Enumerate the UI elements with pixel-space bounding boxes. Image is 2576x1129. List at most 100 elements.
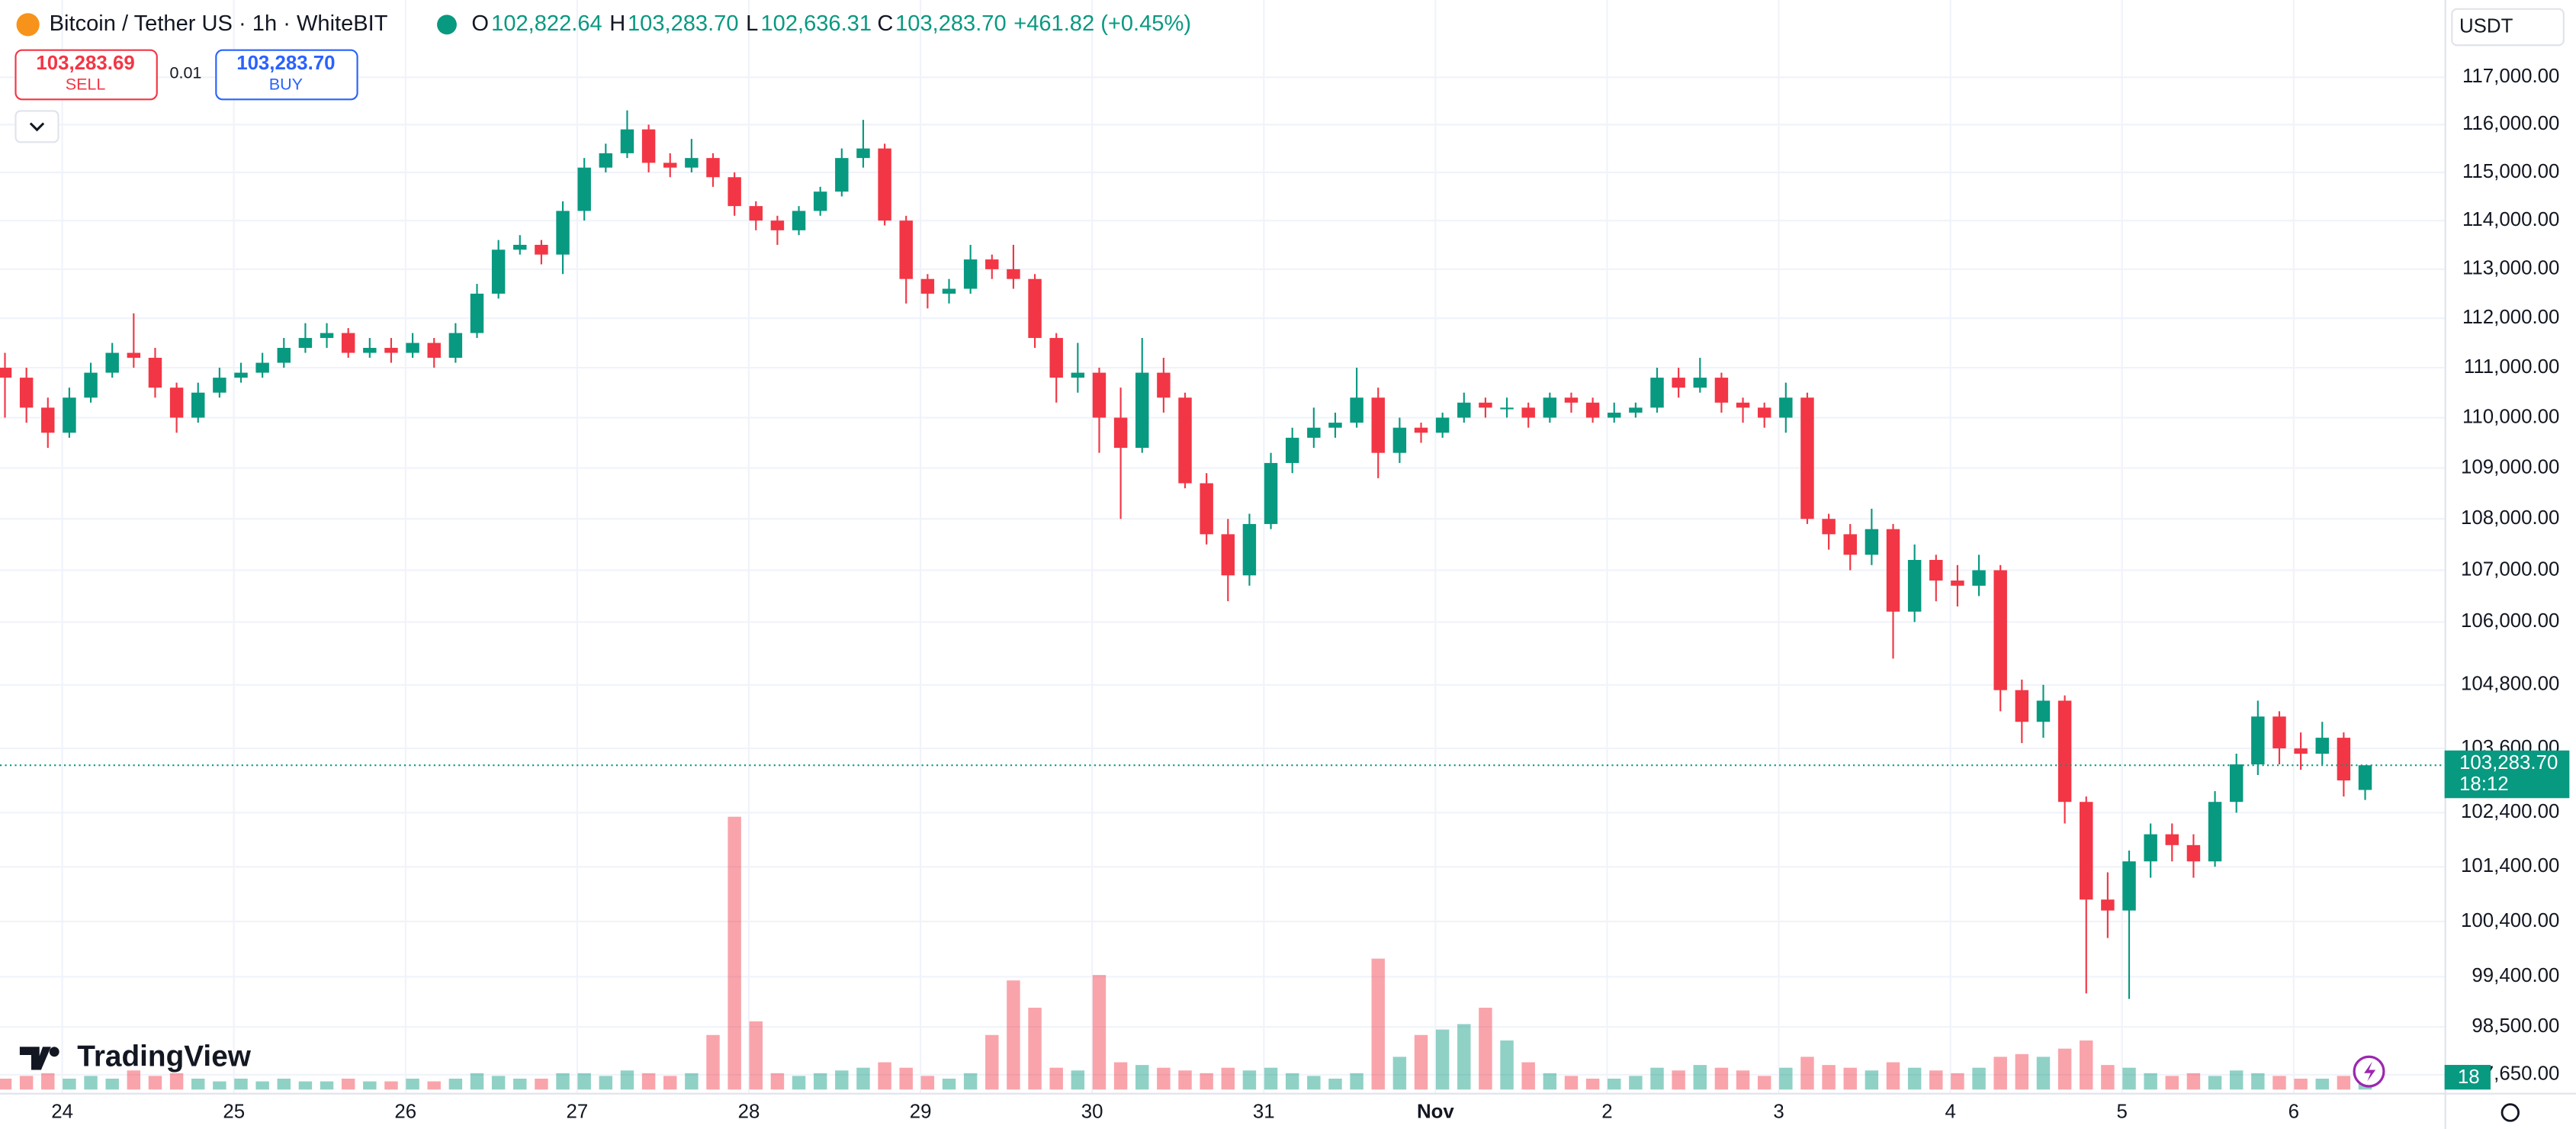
volume-bar [470, 1073, 484, 1090]
candle-body [406, 343, 419, 353]
candle-body [1178, 397, 1192, 484]
volume-bar [1049, 1067, 1063, 1090]
candle-body [1307, 427, 1321, 438]
candle-body [535, 244, 548, 255]
candle-body [298, 338, 313, 349]
candle-body [1092, 372, 1107, 418]
volume-bar [1757, 1076, 1771, 1090]
coin-icon [16, 13, 40, 37]
candle-body [2057, 700, 2072, 803]
candle-body [749, 206, 763, 221]
volume-bar [1907, 1067, 1922, 1090]
volume-bar [2057, 1048, 2072, 1090]
candle-body [1071, 372, 1085, 378]
candle-body [2186, 844, 2201, 862]
candle-body [2229, 764, 2244, 803]
volume-bar [1028, 1008, 1042, 1090]
candle-body [1221, 534, 1235, 576]
volume-bar [878, 1062, 891, 1090]
volume-bar [835, 1070, 849, 1090]
c-value: 103,283.70 [895, 11, 1007, 36]
candle-body [148, 358, 162, 388]
volume-bar [1822, 1065, 1836, 1090]
candle-body [1822, 519, 1836, 535]
y-tick-label: 111,000.00 [2464, 356, 2560, 378]
volume-bar [2101, 1065, 2115, 1090]
h-value: 103,283.70 [628, 11, 739, 36]
candle-body [2358, 765, 2372, 790]
candle-body [1650, 378, 1664, 408]
x-tick-label: 31 [1253, 1101, 1275, 1122]
volume-bar [942, 1078, 956, 1090]
candle-body [127, 352, 141, 359]
candle-body [427, 343, 441, 359]
buy-button[interactable] [215, 49, 358, 101]
candle-body [169, 388, 184, 418]
volume-bar [535, 1078, 548, 1090]
volume-bar [1092, 975, 1107, 1090]
volume-bar [1972, 1067, 1986, 1090]
volume-bar [792, 1076, 806, 1090]
candle-body [1371, 397, 1385, 453]
sell-button[interactable] [14, 49, 158, 101]
candle-body [41, 407, 55, 433]
volume-bar [1608, 1078, 1621, 1090]
volume-bar [427, 1081, 441, 1090]
candle-body [835, 158, 849, 192]
candle-body [1929, 559, 1943, 581]
volume-bar [1071, 1070, 1085, 1090]
o-value: 102,822.64 [491, 11, 602, 36]
candle-body [320, 333, 334, 339]
volume-badge-box [2444, 1064, 2491, 1090]
y-tick-label: 106,000.00 [2461, 610, 2559, 632]
volume-bar [1886, 1062, 1900, 1090]
candle-body [1843, 534, 1857, 555]
y-tick-label: 104,800.00 [2461, 674, 2559, 695]
collapse-button[interactable] [14, 110, 59, 143]
volume-bar [706, 1034, 720, 1090]
candle-body [599, 153, 613, 168]
volume-bar [2015, 1053, 2029, 1090]
volume-bar [1007, 980, 1020, 1090]
candle-body [1714, 378, 1729, 403]
y-tick-label: 114,000.00 [2462, 209, 2559, 230]
candle-body [1264, 462, 1278, 524]
bolt [2364, 1061, 2376, 1082]
volume-bar [2294, 1078, 2308, 1090]
y-tick-label: 112,000.00 [2462, 307, 2559, 328]
volume-bar [920, 1076, 935, 1090]
candle-body [685, 158, 699, 168]
candle-body [1113, 417, 1128, 449]
volume-bar [599, 1076, 613, 1090]
currency: USDT [2459, 15, 2513, 37]
volume-bar [2337, 1076, 2351, 1090]
spread: 0.01 [170, 64, 202, 82]
currency-select[interactable] [2451, 8, 2565, 47]
volume-bar [1350, 1073, 1363, 1090]
volume-bar [169, 1073, 184, 1090]
candle-body [1736, 402, 1750, 408]
y-tick-label: 102,400.00 [2461, 801, 2559, 822]
grid [0, 0, 2445, 1093]
volume-bar [728, 816, 741, 1090]
candle-body [963, 259, 978, 289]
candle-body [19, 378, 34, 408]
settings-icon[interactable] [2501, 1103, 2520, 1122]
candle-body [620, 129, 634, 153]
candle-body [1521, 407, 1535, 418]
candle-body [2122, 861, 2136, 911]
candle-body [1328, 423, 1342, 428]
candle-body [899, 220, 913, 279]
candle-body [1479, 402, 1492, 408]
volume-bar [448, 1078, 463, 1090]
candle-body [1564, 397, 1579, 403]
symbol[interactable]: Bitcoin / Tether US · 1h · WhiteBIT [50, 11, 388, 36]
volume-bar [19, 1076, 34, 1090]
volume-bar [1392, 1057, 1407, 1090]
volume-bar [491, 1076, 506, 1090]
y-tick-label: 107,000.00 [2461, 558, 2559, 580]
candle-body [1757, 407, 1771, 418]
volume-bar [2036, 1057, 2051, 1090]
candle-body [1049, 338, 1063, 378]
